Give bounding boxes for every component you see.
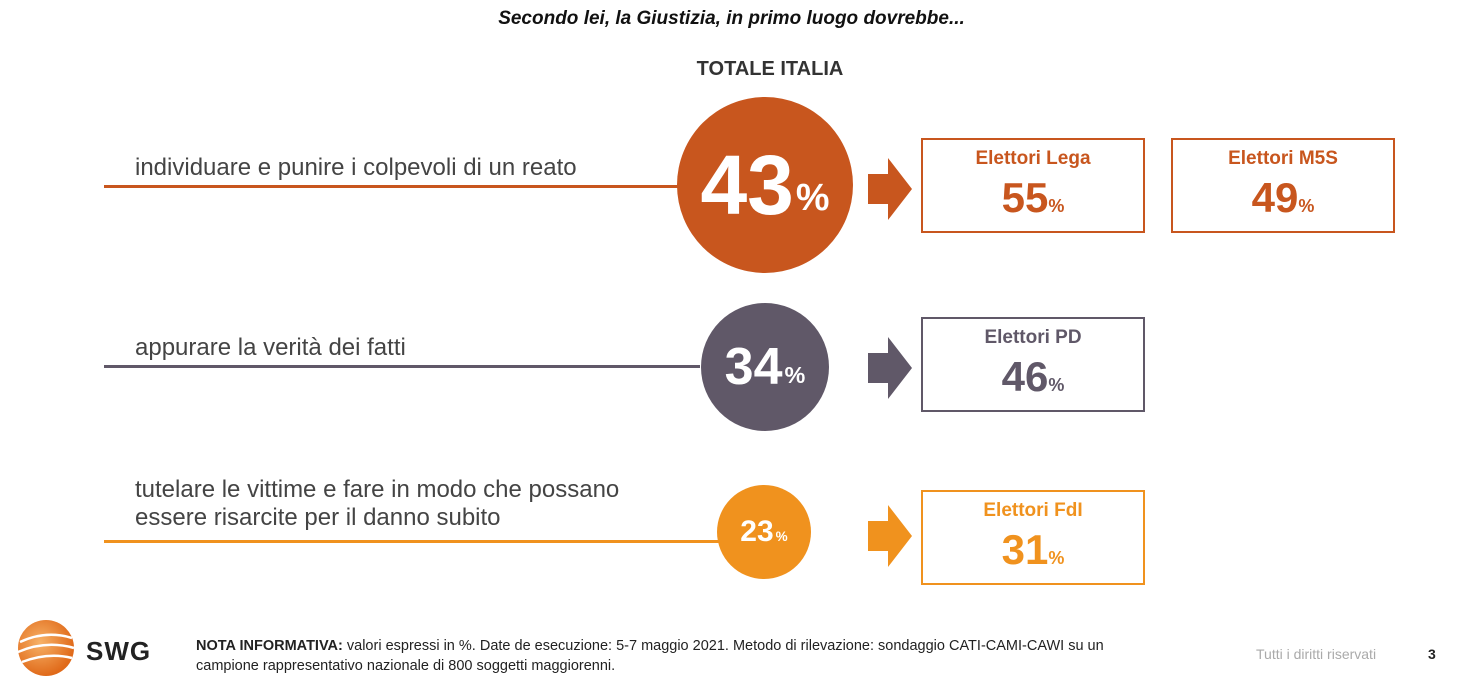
percent-sign: %: [795, 176, 830, 219]
question-title: Secondo lei, la Giustizia, in primo luog…: [498, 8, 965, 29]
group-value-box: Elettori Lega 55%: [921, 138, 1145, 233]
group-value: 46%: [923, 353, 1143, 401]
group-value-number: 31: [1001, 526, 1049, 573]
group-label: Elettori Lega: [975, 148, 1091, 169]
group-label: Elettori PD: [984, 327, 1082, 348]
total-value-bubble: 34%: [701, 303, 829, 431]
group-value: 31%: [923, 526, 1143, 574]
percent-sign: %: [1048, 196, 1065, 216]
total-value-bubble: 23%: [717, 485, 811, 579]
total-value-number: 34: [724, 338, 783, 396]
group-label: Elettori FdI: [983, 500, 1083, 521]
row-label-line: tutelare le vittime e fare in modo che p…: [135, 476, 620, 503]
group-value-box: Elettori FdI 31%: [921, 490, 1145, 585]
footer-note-label: NOTA INFORMATIVA:: [196, 638, 343, 654]
group-value-number: 55: [1001, 174, 1049, 221]
row-underline: [104, 365, 700, 368]
percent-sign: %: [784, 361, 806, 388]
percent-sign: %: [1048, 375, 1065, 395]
group-value-number: 49: [1251, 174, 1299, 221]
total-value-number: 43: [700, 137, 794, 232]
row-label: appurare la verità dei fatti: [135, 334, 406, 362]
row-label: individuare e punire i colpevoli di un r…: [135, 154, 577, 182]
total-value-number: 23: [740, 515, 774, 548]
row-label-line: essere risarcite per il danno subito: [135, 504, 501, 531]
row-label-line: individuare e punire i colpevoli di un r…: [135, 154, 577, 181]
arrow-right-icon: [868, 337, 912, 399]
group-value: 49%: [1173, 174, 1393, 222]
percent-sign: %: [775, 529, 788, 545]
percent-sign: %: [1298, 196, 1315, 216]
percent-sign: %: [1048, 548, 1065, 568]
footer-note-text: valori espressi in %. Date de esecuzione…: [196, 638, 1104, 674]
group-value: 55%: [923, 174, 1143, 222]
row-underline: [104, 185, 680, 188]
arrow-right-icon: [868, 158, 912, 220]
footer-note: NOTA INFORMATIVA: valori espressi in %. …: [196, 636, 1156, 676]
page-number: 3: [1428, 646, 1436, 662]
row-label: tutelare le vittime e fare in modo che p…: [135, 476, 619, 532]
total-label: TOTALE ITALIA: [696, 58, 844, 80]
group-value-box: Elettori M5S 49%: [1171, 138, 1395, 233]
logo-text: SWG: [86, 636, 152, 666]
arrow-right-icon: [868, 505, 912, 567]
row-label-line: appurare la verità dei fatti: [135, 334, 406, 361]
group-value-number: 46: [1001, 353, 1049, 400]
total-value-bubble: 43%: [677, 97, 853, 273]
group-label: Elettori M5S: [1228, 148, 1338, 169]
row-underline: [104, 540, 720, 543]
group-value-box: Elettori PD 46%: [921, 317, 1145, 412]
swg-logo-icon: [17, 620, 75, 676]
rights-text: Tutti i diritti riservati: [1256, 646, 1377, 662]
